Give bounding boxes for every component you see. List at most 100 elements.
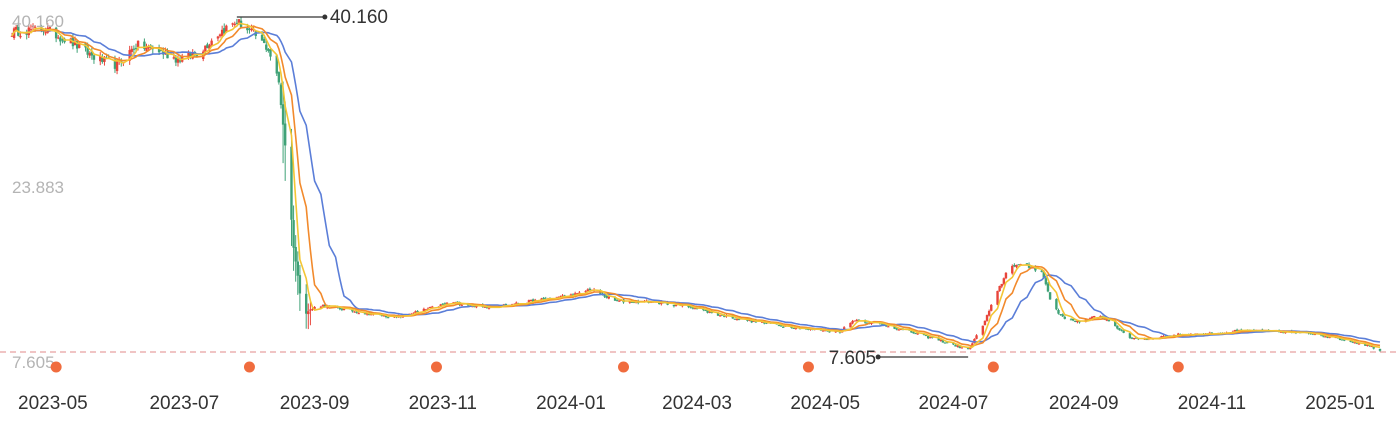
candle — [269, 48, 272, 61]
x-tick-label: 2024-09 — [1049, 393, 1119, 414]
event-marker-dot[interactable] — [243, 361, 255, 373]
candle — [1002, 277, 1006, 286]
candle — [1004, 272, 1008, 280]
candle — [220, 25, 224, 38]
candle — [298, 265, 302, 311]
x-tick-label: 2024-11 — [1178, 393, 1246, 414]
event-marker-dot[interactable] — [1172, 361, 1184, 373]
candle — [130, 45, 133, 56]
candle — [981, 325, 985, 336]
candle — [1015, 264, 1018, 269]
candle — [223, 23, 226, 35]
x-tick-label: 2024-07 — [919, 393, 989, 414]
event-marker-dot[interactable] — [987, 361, 999, 373]
candle — [101, 54, 104, 64]
candle — [92, 54, 96, 64]
candle — [59, 36, 62, 46]
candle — [1011, 264, 1014, 275]
event-marker-dot[interactable] — [618, 361, 630, 373]
min-annotation-label: 7.605 — [829, 348, 877, 369]
candle — [956, 345, 959, 348]
candle — [75, 39, 79, 53]
ma-mid-line — [11, 25, 1381, 347]
candle — [1061, 313, 1064, 318]
candle — [718, 314, 722, 317]
candle — [1046, 281, 1050, 293]
candle — [231, 22, 234, 27]
candle — [557, 296, 560, 298]
candle — [1000, 283, 1003, 289]
candle — [733, 318, 737, 320]
annotations-layer: 40.160 7.605 — [236, 7, 969, 369]
candle — [218, 33, 222, 38]
candle — [851, 319, 854, 325]
candle — [1353, 342, 1356, 344]
x-tick-label: 2023-11 — [409, 393, 477, 414]
candle — [607, 296, 610, 300]
candle — [975, 334, 978, 340]
candle — [279, 82, 283, 109]
candle — [262, 37, 266, 44]
candle — [914, 333, 917, 335]
candle — [737, 318, 741, 321]
candle — [1059, 314, 1062, 316]
event-marker-dot[interactable] — [802, 361, 814, 373]
candle — [586, 288, 589, 292]
candle — [672, 304, 676, 308]
candle — [292, 205, 295, 271]
candle — [1120, 329, 1123, 332]
candle — [618, 300, 621, 302]
candle — [441, 303, 444, 306]
y-axis-ticks: 40.160 23.883 7.605 — [12, 12, 64, 372]
y-tick-label: 23.883 — [12, 178, 64, 197]
candle — [1116, 325, 1119, 330]
candle — [998, 285, 1001, 292]
candle — [1069, 318, 1073, 321]
candle — [1017, 264, 1020, 266]
candle — [431, 305, 434, 308]
candle — [990, 303, 993, 312]
event-marker-dot[interactable] — [50, 361, 62, 373]
candle — [254, 30, 257, 40]
candle — [267, 47, 270, 53]
candle — [853, 320, 856, 322]
candle — [529, 299, 533, 302]
candle — [321, 304, 325, 307]
x-tick-label: 2024-03 — [662, 393, 732, 414]
candle — [88, 51, 91, 59]
candle — [216, 35, 220, 42]
event-marker-dot[interactable] — [430, 361, 442, 373]
x-axis-ticks: 2023-05 2023-07 2023-09 2023-11 2024-01 2024-… — [18, 393, 1375, 414]
candle — [283, 101, 287, 181]
candle — [132, 45, 136, 55]
candle — [897, 328, 900, 331]
candle — [1118, 327, 1121, 331]
candle — [996, 290, 999, 306]
candle — [943, 342, 947, 344]
candle — [855, 318, 858, 322]
candle — [25, 29, 28, 40]
candle — [929, 336, 932, 339]
candle — [1340, 339, 1344, 341]
candle — [954, 344, 957, 347]
candle — [1130, 337, 1134, 340]
candle — [866, 322, 869, 324]
ma-long-line — [11, 29, 1381, 343]
candle — [277, 71, 281, 85]
candle — [777, 324, 781, 327]
candle — [290, 128, 293, 246]
x-tick-label: 2025-01 — [1305, 393, 1375, 414]
candle — [1107, 319, 1111, 322]
candle — [443, 302, 447, 305]
candle — [792, 327, 795, 329]
x-tick-label: 2023-07 — [149, 393, 219, 414]
candle — [424, 308, 428, 311]
candle — [363, 313, 367, 315]
candle — [181, 53, 184, 63]
candle — [927, 335, 930, 340]
candle — [143, 38, 146, 51]
candle — [57, 35, 60, 40]
x-tick-label: 2024-05 — [790, 393, 860, 414]
candle — [304, 284, 308, 329]
candle — [294, 235, 297, 282]
